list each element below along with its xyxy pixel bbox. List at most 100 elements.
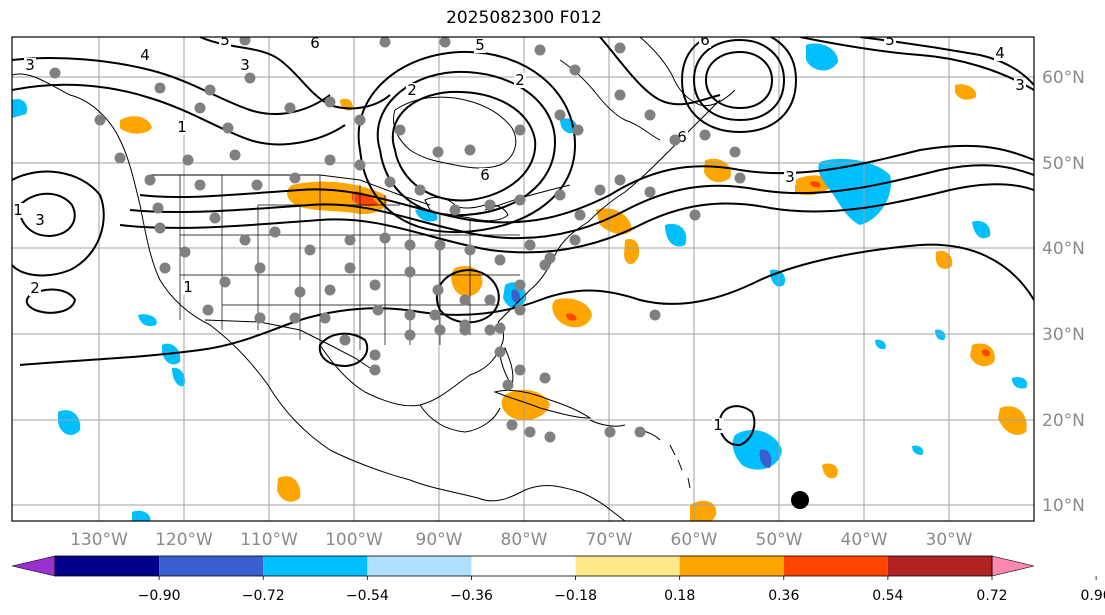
colorbar-segment [367, 556, 472, 576]
shade-blob [972, 220, 991, 239]
station-dot [154, 222, 166, 234]
station-dot [404, 329, 416, 341]
station-dot [514, 304, 526, 316]
colorbar-segment [159, 556, 264, 576]
contour-label-bg [134, 37, 146, 38]
longitude-labels: 130°W 120°W 110°W 100°W 90°W 80°W 70°W 60°W 50°W… [70, 530, 973, 550]
station-dot [379, 37, 391, 48]
colorbar-tick-labels: −0.90 −0.72 −0.54 −0.36 −0.18 0.18 0.36 0.54 0.7… [138, 576, 1105, 604]
shade-blob [277, 476, 301, 502]
shade-blob [759, 449, 772, 468]
gulf-coast [319, 321, 504, 433]
contour-label: 5 [475, 36, 485, 54]
colorbar-tick-label: 0.36 [768, 588, 799, 604]
shade-blob [822, 463, 838, 479]
contour-label-bg [784, 170, 796, 185]
longitude-label: 110°W [240, 530, 298, 550]
station-dot [434, 324, 446, 336]
longitude-label: 30°W [926, 530, 973, 550]
station-dot [734, 172, 746, 184]
station-dot [464, 144, 476, 156]
station-dot [254, 262, 266, 274]
station-dot [459, 324, 471, 336]
colorbar-tick-label: −0.18 [554, 588, 597, 604]
contour-label: 5 [220, 31, 230, 49]
latitude-label: 60°N [1042, 68, 1085, 88]
longitude-label: 40°W [841, 530, 888, 550]
station-dot [324, 154, 336, 166]
station-dot [354, 159, 366, 171]
contour-label-bg [239, 58, 251, 73]
shade-blob [806, 43, 838, 71]
shade-blob [120, 116, 152, 134]
shade-blob [690, 500, 717, 521]
shade-blob [1012, 377, 1028, 389]
us-canada-border [150, 174, 571, 211]
shade-blob [552, 298, 592, 328]
shade-blob [981, 349, 991, 357]
colorbar-segment [679, 556, 784, 576]
contour-label: 2 [515, 71, 525, 89]
station-dot [514, 279, 526, 291]
station-dot [644, 109, 656, 121]
longitude-label: 70°W [586, 530, 633, 550]
colorbar-segment [575, 556, 680, 576]
station-dot [154, 82, 166, 94]
station-dot [649, 309, 661, 321]
colorbar-tick-label: 0.54 [872, 588, 903, 604]
station-dot [494, 322, 506, 334]
latitude-label: 50°N [1042, 154, 1085, 174]
station-dot [294, 286, 306, 298]
contour-line [704, 50, 774, 110]
longitude-label: 120°W [155, 530, 213, 550]
contour-label: 3 [1015, 76, 1025, 94]
colorbar-tick-label: −0.90 [138, 588, 181, 604]
station-dot [372, 304, 384, 316]
colorbar-tick-label: 0.72 [976, 588, 1007, 604]
shade-blob [511, 289, 521, 304]
colorbar-segment [471, 556, 576, 576]
contour-line [12, 83, 346, 146]
shade-blob [998, 406, 1027, 435]
station-dot [669, 134, 681, 146]
station-dot [159, 262, 171, 274]
station-dot [404, 239, 416, 251]
station-dot [539, 259, 551, 271]
contour-label: 6 [480, 166, 490, 184]
shade-blob [132, 510, 151, 521]
contour-label-bg [12, 203, 24, 218]
station-dot [614, 174, 626, 186]
contour-label-bg [699, 37, 711, 48]
station-dot [269, 226, 281, 238]
station-dot [369, 364, 381, 376]
station-dot [432, 146, 444, 158]
colorbar-tick-label: 0.18 [664, 588, 695, 604]
contour-line [199, 37, 391, 110]
labrador-coast [559, 59, 661, 141]
station-dot [182, 154, 194, 166]
contour-label-bg [139, 48, 151, 63]
contour-label-bg [479, 168, 491, 183]
contour-line [318, 332, 369, 368]
contour-line [139, 144, 1034, 224]
station-dot [514, 124, 526, 136]
contour-label-bg [309, 37, 321, 51]
station-dot [194, 179, 206, 191]
shade-blob [818, 158, 891, 225]
north-america-coastline [12, 73, 626, 521]
station-dot [354, 114, 366, 126]
station-dot [222, 122, 234, 134]
contour-label-bg [712, 418, 724, 433]
contour-label-bg [24, 58, 36, 73]
contour-label: 3 [785, 168, 795, 186]
station-dot [459, 294, 471, 306]
shade-blob [172, 367, 186, 387]
shade-blob [566, 313, 577, 321]
contour-label: 1 [183, 278, 193, 296]
colorbar-frame [54, 555, 993, 577]
station-dot [384, 176, 396, 188]
station-dot [494, 346, 506, 358]
contour-line [692, 38, 786, 122]
contour-line [129, 164, 1034, 240]
